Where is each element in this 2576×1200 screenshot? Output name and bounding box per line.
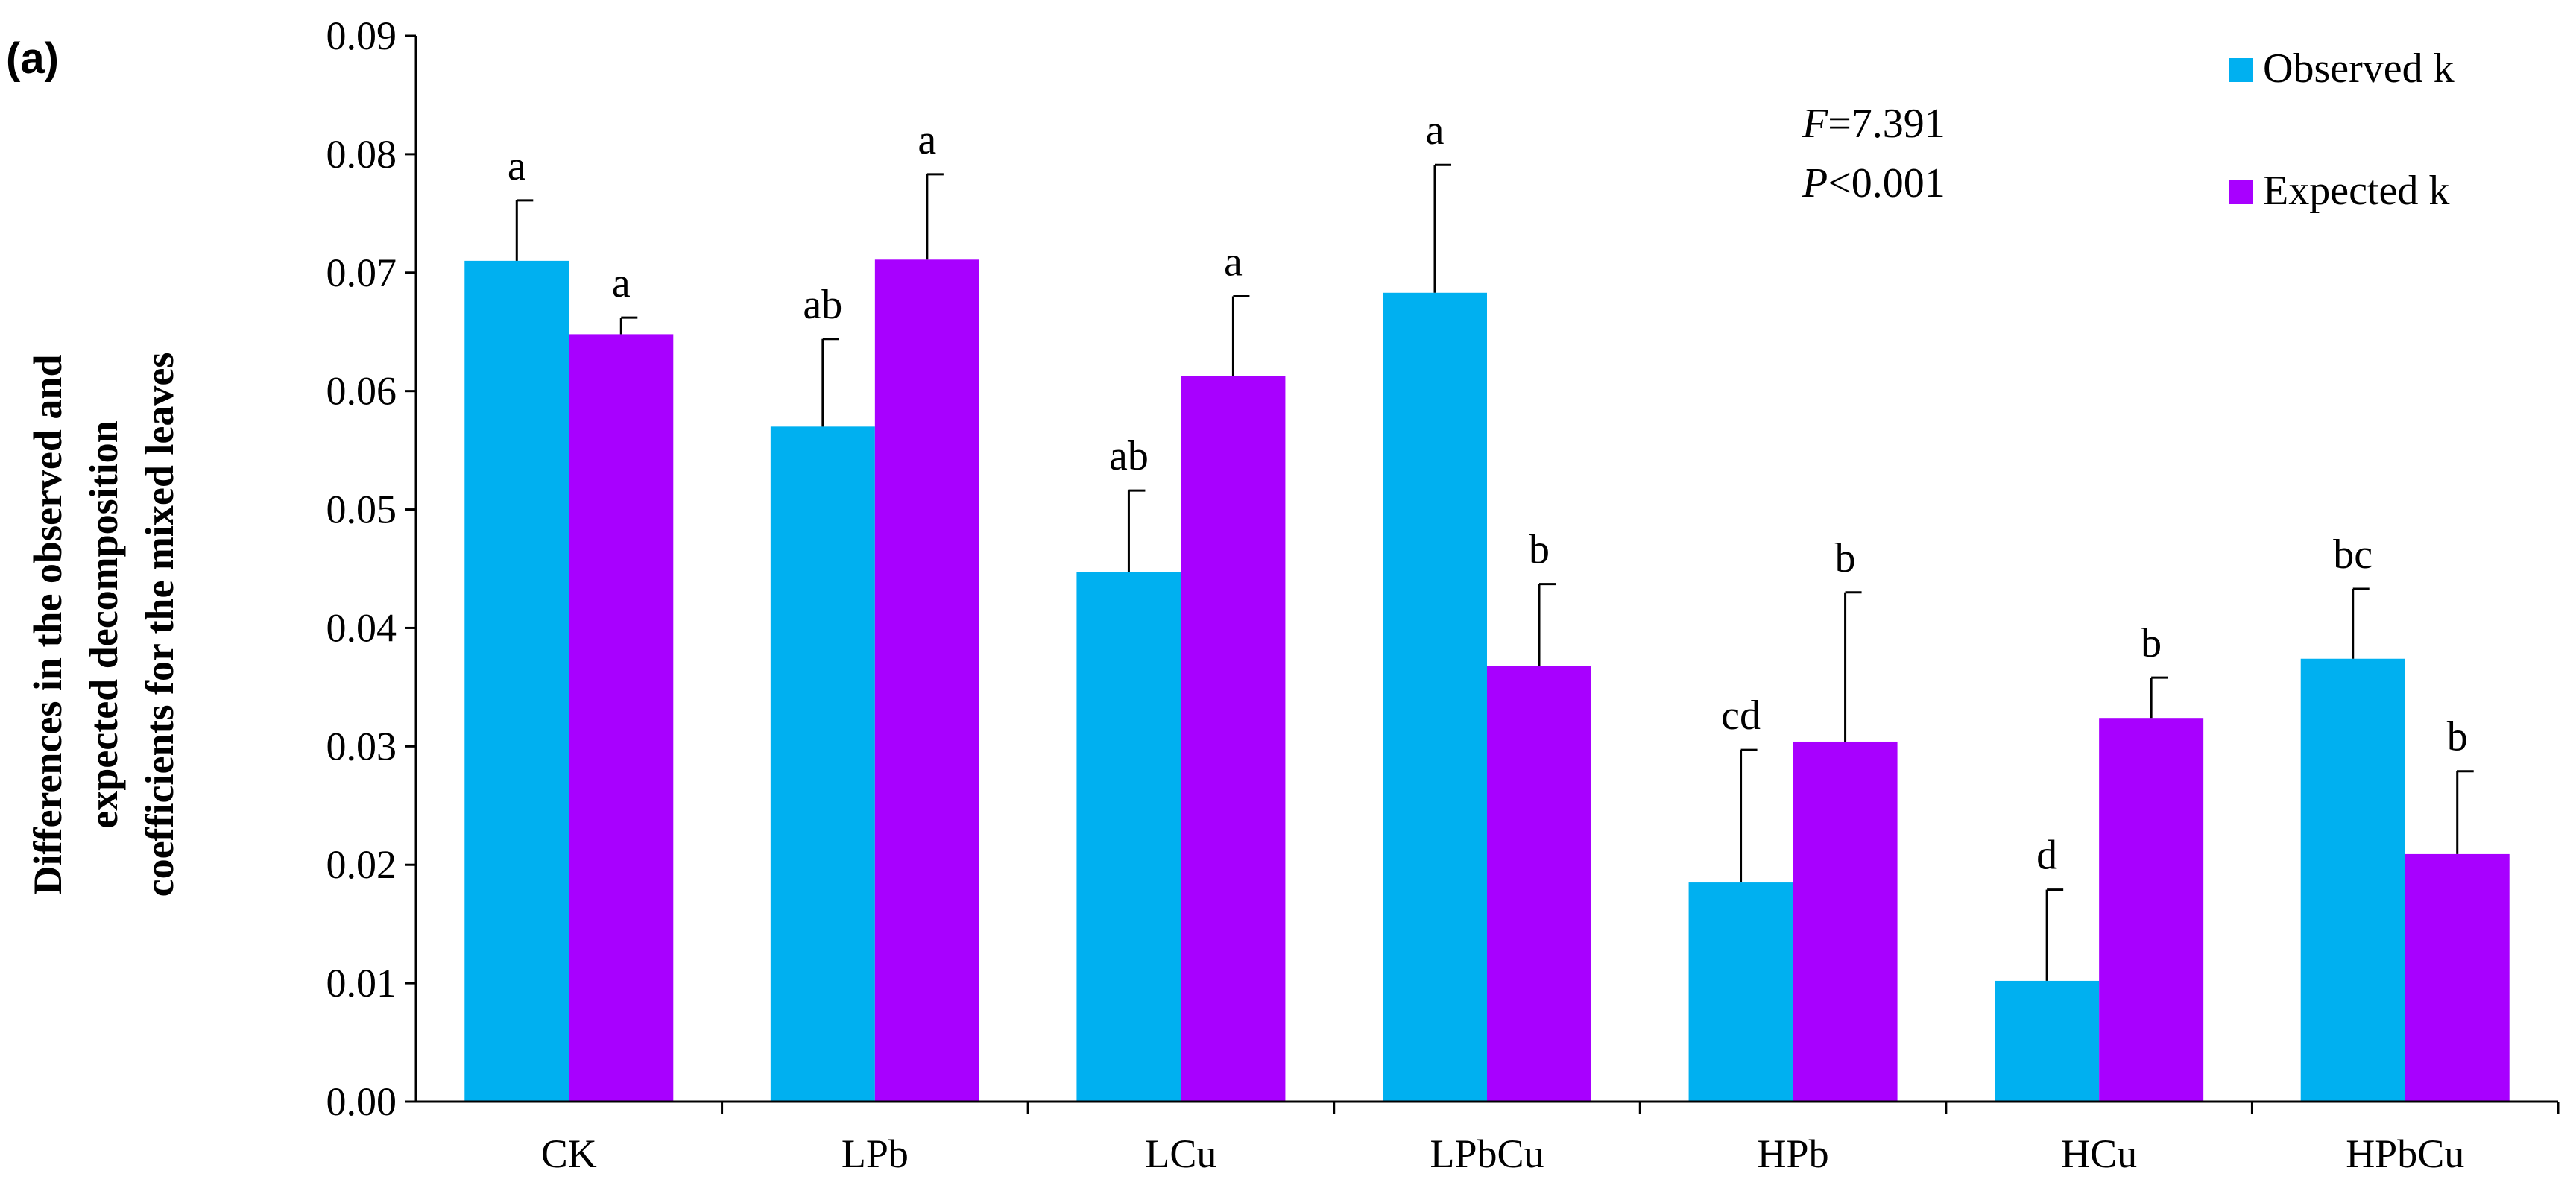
significance-letter: a [612,260,631,306]
legend-label-expected: Expected k [2263,168,2449,214]
legend-swatch-observed [2229,58,2253,82]
significance-letter: b [1835,535,1856,581]
f-statistic: F=7.391 [1802,101,1945,147]
y-tick-label: 0.08 [326,132,397,177]
significance-letter: ab [803,282,842,328]
significance-letter: a [1224,239,1243,285]
f-value: =7.391 [1828,101,1945,147]
bar-expected [2405,853,2510,1102]
y-tick-label: 0.09 [326,13,397,58]
x-tick-label: CK [541,1131,597,1176]
x-tick-label: HPb [1758,1131,1829,1176]
legend: Observed k Expected k [2229,45,2455,214]
f-symbol: F [1802,101,1828,147]
x-tick-label: LCu [1145,1131,1216,1176]
bar-observed [2300,658,2405,1102]
significance-letter: b [2141,620,2162,666]
bar-expected [569,334,674,1102]
bar-observed [1076,572,1181,1102]
y-tick-label: 0.02 [326,842,397,887]
y-axis-label-line-1: Differences in the observed and [25,355,70,895]
y-axis-label-line-3: coefficients for the mixed leaves [137,353,182,897]
y-tick-label: 0.05 [326,487,397,532]
y-tick-label: 0.06 [326,369,397,414]
significance-letter: a [508,143,526,189]
bar-observed [770,426,875,1102]
significance-letter: cd [1721,692,1761,739]
stats-annotation: F=7.391 P<0.001 [1802,101,1945,206]
bar-expected [1793,741,1898,1102]
x-tick-label: HPbCu [2346,1131,2464,1176]
significance-letter: b [1529,527,1550,573]
y-axis-label: Differences in the observed and expected… [25,353,182,897]
bar-observed [1688,882,1793,1102]
plot-area: 0.00 0.01 0.02 0.03 0.04 0.05 0.06 0.07 0.08 0.09… [326,13,2560,1176]
legend-swatch-expected [2229,180,2253,204]
p-value: <0.001 [1828,160,1945,206]
bar-observed [464,260,569,1102]
p-symbol: P [1802,160,1828,206]
y-tick-label: 0.04 [326,605,397,650]
significance-letter: a [918,117,936,163]
y-axis-label-line-2: expected decomposition [81,420,126,828]
panel-label: (a) [6,34,59,83]
y-tick-label: 0.01 [326,961,397,1005]
x-tick-label: LPbCu [1430,1131,1544,1176]
y-tick-label: 0.03 [326,724,397,768]
bar-expected [2099,718,2204,1102]
bar-expected [874,259,979,1102]
x-tick-label: HCu [2061,1131,2137,1176]
bar-expected [1487,666,1591,1102]
p-value-label: P<0.001 [1802,160,1945,206]
significance-letter: a [1426,107,1445,154]
bar-observed [1383,292,1487,1102]
x-tick-label: LPb [842,1131,909,1176]
bar-observed [1995,980,2100,1102]
y-tick-label: 0.00 [326,1079,397,1124]
significance-letter: d [2036,833,2057,879]
significance-letter: ab [1109,433,1149,479]
significance-letter: bc [2333,531,2373,578]
legend-label-observed: Observed k [2263,45,2455,92]
y-tick-label: 0.07 [326,250,397,295]
significance-letter: b [2447,714,2468,760]
bar-expected [1181,376,1286,1102]
